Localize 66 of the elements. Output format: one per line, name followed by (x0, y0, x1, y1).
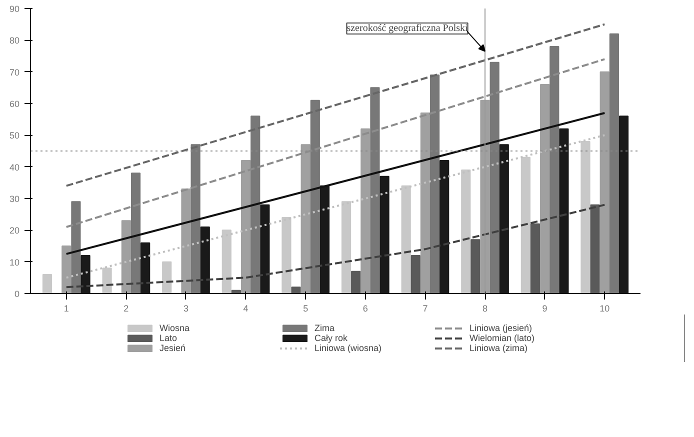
bar (430, 74, 440, 294)
bar (181, 188, 191, 294)
bar (121, 220, 131, 294)
bar (200, 226, 210, 294)
bar (470, 239, 480, 294)
bar (410, 255, 420, 294)
y-tick-label: 0 (14, 289, 20, 299)
bar (130, 172, 141, 294)
line-series (65, 204, 606, 288)
legend-label: Liniowa (wiosna) (314, 343, 383, 353)
y-tick-label: 60 (9, 99, 20, 109)
bar (240, 160, 251, 294)
y-tick-label: 80 (9, 36, 20, 46)
x-tick-label: 4 (243, 304, 248, 314)
bar (370, 87, 380, 294)
bar (291, 286, 301, 294)
legend-label: Wiosna (160, 323, 191, 333)
bar (300, 144, 310, 294)
legend-label: Cały rok (314, 333, 349, 343)
bar (42, 274, 52, 294)
ref-line-label: szerokość geograficzna Polski (346, 22, 468, 34)
y-tick-label: 90 (9, 4, 20, 14)
bar (609, 33, 619, 294)
x-tick-label: 5 (303, 304, 308, 314)
legend-label: Lato (160, 333, 178, 343)
y-tick-label: 20 (9, 226, 20, 236)
x-tick-label: 2 (124, 304, 129, 314)
x-tick-label: 6 (362, 304, 368, 314)
y-tick-label: 50 (9, 130, 20, 141)
bar (600, 71, 610, 294)
bar (140, 242, 150, 294)
bar (250, 116, 260, 294)
bar (490, 62, 500, 294)
bar (440, 160, 450, 294)
bar (71, 201, 81, 294)
bar (420, 112, 430, 294)
bar (380, 176, 390, 294)
legend-label: Liniowa (zima) (470, 343, 529, 353)
y-tick-label: 30 (9, 194, 20, 204)
y-tick-label: 40 (9, 162, 20, 172)
legend-label: Wielomian (lato) (470, 333, 536, 343)
x-tick-label: 10 (600, 304, 610, 314)
bar (310, 100, 320, 294)
x-tick-label: 9 (542, 304, 548, 314)
bar (162, 261, 172, 294)
bar (499, 144, 509, 294)
bar (351, 270, 361, 294)
legend-label: Liniowa (jesień) (470, 323, 534, 333)
bar (540, 84, 550, 294)
bar (590, 204, 600, 294)
x-tick-label: 3 (183, 304, 189, 314)
legend-label: Zima (314, 323, 336, 333)
y-tick-label: 70 (9, 67, 20, 78)
x-tick-label: 1 (64, 304, 69, 314)
bar (530, 223, 540, 294)
bar (360, 128, 370, 294)
x-tick-label: 8 (482, 304, 488, 314)
bar (80, 255, 90, 294)
x-tick-label: 7 (422, 304, 428, 314)
y-tick-label: 10 (9, 257, 20, 268)
bar (550, 46, 560, 294)
legend-label: Jesień (160, 343, 187, 353)
bar (62, 246, 72, 294)
bar (618, 116, 629, 294)
bar (559, 128, 569, 294)
bar (190, 144, 200, 294)
